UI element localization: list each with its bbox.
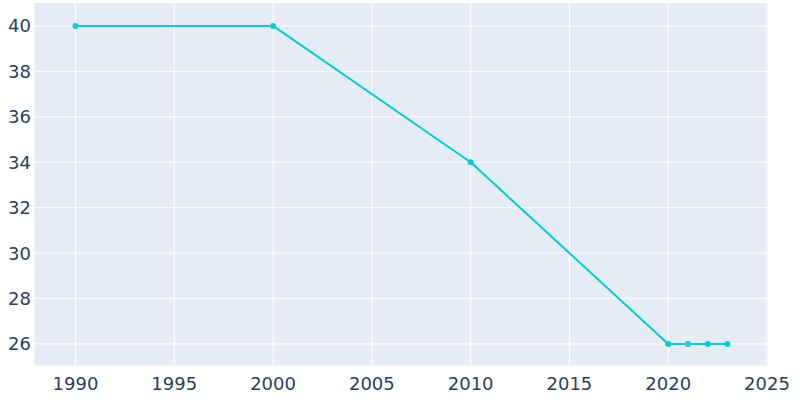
y-grid-line [34,116,768,117]
x-tick-label: 1995 [151,373,197,394]
x-tick-label: 2015 [547,373,593,394]
data-point [665,341,671,347]
y-tick-label: 28 [8,288,31,309]
y-tick-label: 30 [8,243,31,264]
chart-container: 1990 1995 2000 2005 2010 2015 2020 2025 26 28 30 32… [0,0,800,400]
y-tick-label: 32 [8,197,31,218]
x-grid-line [174,3,175,366]
x-grid-line [75,3,76,366]
series-group [72,23,730,347]
y-grid-line [34,207,768,208]
x-tick-label: 2010 [448,373,494,394]
y-tick-label: 38 [8,61,31,82]
plot-background [34,3,768,366]
y-tick-label: 36 [8,106,31,127]
y-grid-line [34,253,768,254]
x-tick-label: 2005 [349,373,395,394]
x-grid-line [371,3,372,366]
y-tick-label: 26 [8,333,31,354]
x-grid-line [273,3,274,366]
y-axis-line [34,3,35,366]
x-grid-line [668,3,669,366]
x-tick-label: 1990 [53,373,99,394]
x-grid-line [470,3,471,366]
data-point [468,159,474,165]
y-tick-label: 40 [8,15,31,36]
data-point [270,23,276,29]
data-point [72,23,78,29]
data-point [705,341,711,347]
series-line [75,26,727,344]
x-grid-line [767,3,768,366]
x-grid-line [569,3,570,366]
x-tick-label: 2000 [250,373,296,394]
data-point [685,341,691,347]
chart-svg: 1990 1995 2000 2005 2010 2015 2020 2025 26 28 30 32… [0,0,800,400]
x-tick-label: 2025 [744,373,790,394]
x-axis-line [34,366,768,367]
x-tick-label: 2020 [645,373,691,394]
data-point [724,341,730,347]
y-tick-label: 34 [8,152,31,173]
y-grid-line [34,343,768,344]
y-grid-line [34,162,768,163]
y-grid-line [34,298,768,299]
y-grid-line [34,71,768,72]
